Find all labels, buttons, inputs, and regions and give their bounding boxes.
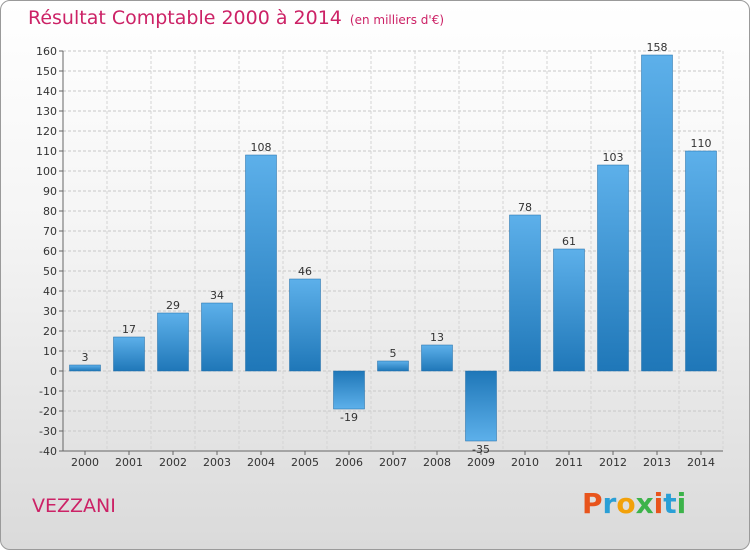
- bar-2008: [421, 344, 453, 372]
- title-text: Résultat Comptable 2000 à 2014: [28, 7, 342, 29]
- y-tick-label: 20: [43, 325, 57, 338]
- y-tick-label: 130: [36, 105, 57, 118]
- logo-letter: t: [663, 487, 677, 520]
- y-tick-label: 100: [36, 165, 57, 178]
- y-tick-label: -30: [39, 425, 57, 438]
- y-tick-label: 60: [43, 245, 57, 258]
- y-tick-label: 50: [43, 265, 57, 278]
- y-tick-label: 120: [36, 125, 57, 138]
- data-label-2010: 78: [518, 201, 532, 214]
- x-tick-label: 2007: [379, 456, 407, 469]
- x-tick-label: 2010: [511, 456, 539, 469]
- proxiti-logo[interactable]: Proxiti: [582, 487, 686, 520]
- chart-title: Résultat Comptable 2000 à 2014 (en millie…: [28, 7, 444, 29]
- data-label-2013: 158: [647, 41, 668, 54]
- data-label-2011: 61: [562, 235, 576, 248]
- x-tick-label: 2011: [555, 456, 583, 469]
- y-tick-label: 150: [36, 65, 57, 78]
- bar-2013: [641, 54, 673, 372]
- data-label-2009: -35: [472, 443, 490, 456]
- bar-2004: [245, 154, 277, 372]
- y-tick-label: 110: [36, 145, 57, 158]
- bar-2014: [685, 150, 717, 372]
- data-label-2014: 110: [691, 137, 712, 150]
- x-tick-label: 2012: [599, 456, 627, 469]
- data-label-2001: 17: [122, 323, 136, 336]
- x-tick-label: 2006: [335, 456, 363, 469]
- y-tick-label: -40: [39, 445, 57, 458]
- y-tick-label: 70: [43, 225, 57, 238]
- data-label-2004: 108: [251, 141, 272, 154]
- x-tick-label: 2002: [159, 456, 187, 469]
- data-label-2008: 13: [430, 331, 444, 344]
- logo-letter: i: [676, 487, 687, 520]
- data-label-2005: 46: [298, 265, 312, 278]
- y-tick-label: 140: [36, 85, 57, 98]
- axes: -40 -30 -20 -10 0 10 20 30 40 50 60 70 80 90 100 110 120…: [36, 45, 723, 469]
- y-tick-label: -20: [39, 405, 57, 418]
- data-label-2007: 5: [390, 347, 397, 360]
- x-tick-label: 2009: [467, 456, 495, 469]
- bar-2011: [553, 248, 585, 372]
- x-tick-label: 2014: [687, 456, 715, 469]
- logo-letter: i: [653, 487, 664, 520]
- y-tick-label: 10: [43, 345, 57, 358]
- y-tick-label: 160: [36, 45, 57, 58]
- y-tick-label: 0: [50, 365, 57, 378]
- data-label-2006: -19: [340, 411, 358, 424]
- data-labels: 3 17 29 34 108 46 -19 5 13 -35 78 61 103 158 110: [82, 41, 712, 456]
- data-label-2000: 3: [82, 351, 89, 364]
- bar-2003: [201, 302, 233, 372]
- logo-letter: r: [602, 487, 617, 520]
- bar-2009: [465, 370, 497, 442]
- y-tick-label: 80: [43, 205, 57, 218]
- bar-2007: [377, 360, 409, 372]
- bar-2012: [597, 164, 629, 372]
- x-tick-label: 2003: [203, 456, 231, 469]
- x-tick-label: 2005: [291, 456, 319, 469]
- y-tick-label: 90: [43, 185, 57, 198]
- bar-2006: [333, 370, 365, 410]
- y-tick-label: -10: [39, 385, 57, 398]
- commune-name: VEZZANI: [32, 495, 116, 517]
- x-tick-label: 2008: [423, 456, 451, 469]
- x-tick-label: 2004: [247, 456, 275, 469]
- logo-letter: x: [635, 487, 654, 520]
- data-label-2003: 34: [210, 289, 224, 302]
- data-label-2012: 103: [603, 151, 624, 164]
- logo-letter: o: [616, 487, 636, 520]
- bars: [69, 54, 717, 442]
- data-label-2002: 29: [166, 299, 180, 312]
- x-tick-label: 2013: [643, 456, 671, 469]
- bar-2005: [289, 278, 321, 372]
- y-tick-label: 40: [43, 285, 57, 298]
- bar-2000: [69, 364, 101, 372]
- bar-2001: [113, 336, 145, 372]
- bar-2002: [157, 312, 189, 372]
- chart-subtitle: (en milliers d'€): [349, 13, 445, 27]
- bar-2010: [509, 214, 541, 372]
- y-tick-label: 30: [43, 305, 57, 318]
- x-tick-label: 2001: [115, 456, 143, 469]
- x-tick-label: 2000: [71, 456, 99, 469]
- logo-letter: P: [582, 487, 603, 520]
